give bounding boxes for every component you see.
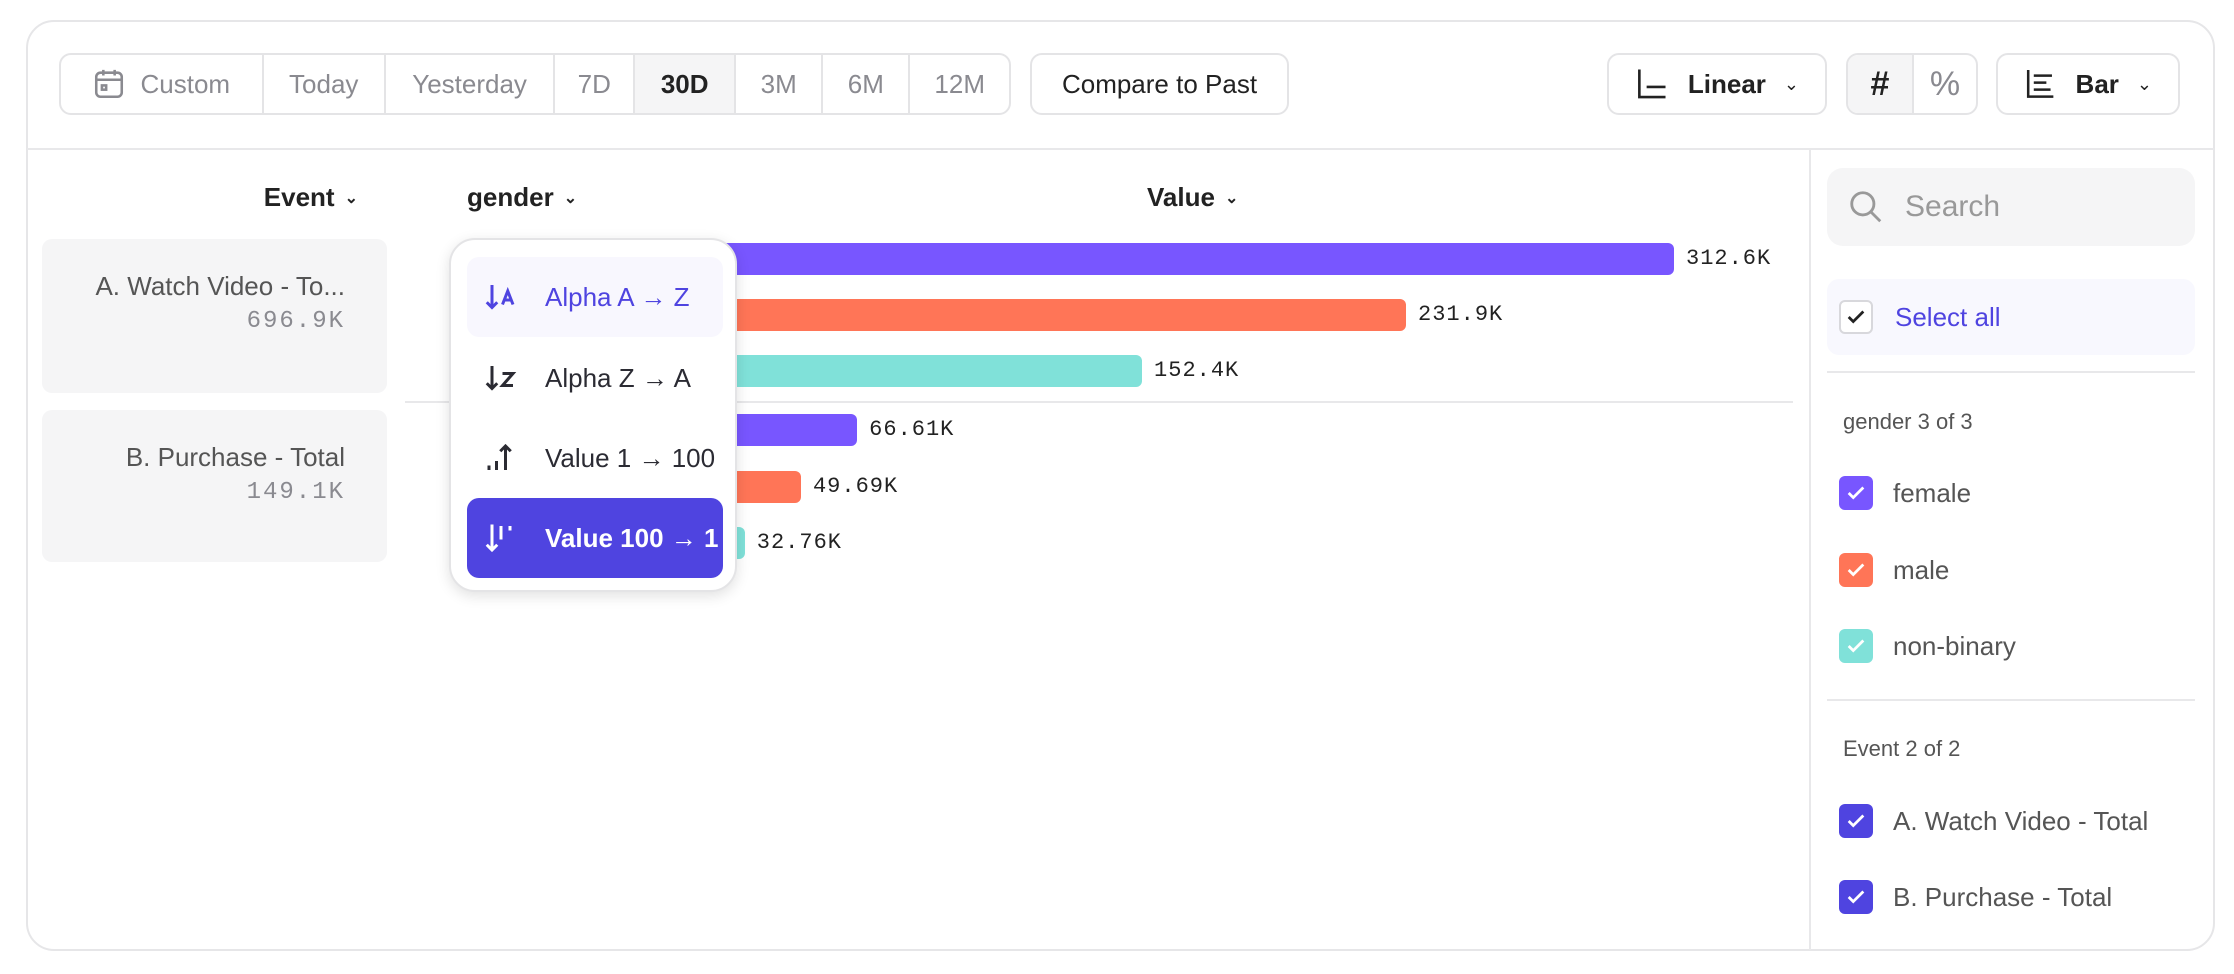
chevron-down-icon: ⌄ <box>1783 73 1799 94</box>
bar-value-label: 312.6K <box>1686 246 1772 271</box>
bar-value-label: 66.61K <box>869 417 955 442</box>
date-yesterday-button[interactable]: Yesterday <box>386 55 556 113</box>
legend-section-divider <box>1827 371 2195 373</box>
chevron-down-icon: ⌄ <box>2136 73 2152 94</box>
sort-alpha-asc-icon <box>485 285 515 310</box>
legend-label: non-binary <box>1893 630 2016 661</box>
legend-label: female <box>1893 477 1972 508</box>
event-row-purchase[interactable]: B. Purchase - Total 149.1K <box>42 410 387 562</box>
check-icon <box>1847 639 1865 653</box>
legend-divider <box>1809 150 1811 950</box>
chevron-down-icon: ⌄ <box>563 189 578 207</box>
date-6m-button[interactable]: 6M <box>823 55 911 113</box>
sort-value-desc-icon <box>485 524 512 553</box>
check-icon <box>1847 890 1865 904</box>
legend-checkbox[interactable] <box>1839 629 1873 663</box>
date-12m-button[interactable]: 12M <box>934 68 985 99</box>
legend-search[interactable] <box>1827 168 2195 246</box>
legend-section-divider <box>1827 699 2195 701</box>
date-range-selector: Custom Today Yesterday 7D 30D 3M 6M 12M <box>59 53 1011 115</box>
linear-axis-icon <box>1638 69 1666 99</box>
check-icon <box>1847 486 1865 500</box>
select-all-checkbox[interactable] <box>1839 300 1873 334</box>
bar-female[interactable] <box>636 243 1674 275</box>
sort-value-asc-icon <box>487 443 512 470</box>
legend-label: male <box>1893 554 1950 585</box>
search-input[interactable] <box>1905 190 2165 224</box>
legend-item[interactable]: female <box>1839 476 1971 510</box>
date-7d-button[interactable]: 7D <box>555 55 636 113</box>
sort-alpha-asc-option[interactable]: Alpha A → Z <box>467 257 723 337</box>
search-icon <box>1850 191 1882 223</box>
check-icon <box>1847 814 1865 828</box>
event-column-header[interactable]: Event ⌄ <box>263 182 358 212</box>
calendar-icon <box>95 69 124 99</box>
legend-item[interactable]: non-binary <box>1839 629 2016 663</box>
chevron-down-icon: ⌄ <box>1224 189 1239 207</box>
event-row-watch-video[interactable]: A. Watch Video - To... 696.9K <box>42 239 387 393</box>
sort-alpha-desc-icon <box>485 366 517 391</box>
group-divider <box>405 401 1793 403</box>
bar-value-label: 231.9K <box>1418 302 1504 327</box>
bar-value-label: 32.76K <box>756 530 842 555</box>
select-all-toggle[interactable]: Select all <box>1827 279 2195 355</box>
legend-item[interactable]: B. Purchase - Total <box>1839 880 2112 914</box>
date-3m-button[interactable]: 3M <box>736 55 824 113</box>
bar-value-label: 49.69K <box>812 474 899 499</box>
date-custom-button[interactable]: Custom <box>61 55 264 113</box>
legend-checkbox[interactable] <box>1839 880 1873 914</box>
date-today-button[interactable]: Today <box>264 55 386 113</box>
legend-label: B. Purchase - Total <box>1893 881 2113 912</box>
legend-checkbox[interactable] <box>1839 553 1873 587</box>
check-icon <box>1847 563 1865 577</box>
compare-to-past-button[interactable]: Compare to Past <box>1030 53 1289 115</box>
bar-male[interactable] <box>636 299 1407 331</box>
scale-dropdown[interactable]: Linear ⌄ <box>1607 53 1827 115</box>
bar-value-label: 152.4K <box>1154 358 1240 383</box>
value-mode-toggle: # % <box>1846 53 1978 115</box>
chevron-down-icon: ⌄ <box>344 189 358 207</box>
gender-column-header[interactable]: gender ⌄ <box>467 182 578 212</box>
sort-menu: Alpha A → Z Alpha Z → A Value 1 → 100 Va… <box>449 238 737 592</box>
legend-checkbox[interactable] <box>1839 804 1873 838</box>
absolute-mode-button[interactable]: # <box>1848 55 1914 113</box>
sort-value-asc-option[interactable]: Value 1 → 100 <box>467 418 723 498</box>
value-column-header[interactable]: Value ⌄ <box>1147 182 1239 212</box>
legend-item[interactable]: male <box>1839 553 1949 587</box>
sort-value-desc-option[interactable]: Value 100 → 1 <box>467 498 723 578</box>
percent-mode-button[interactable]: % <box>1929 64 1961 103</box>
toolbar-divider <box>27 148 2214 150</box>
chart-type-dropdown[interactable]: Bar ⌄ <box>1996 53 2180 115</box>
legend-label: A. Watch Video - Total <box>1893 805 2149 836</box>
legend-checkbox[interactable] <box>1839 476 1873 510</box>
legend-item[interactable]: A. Watch Video - Total <box>1839 804 2148 838</box>
event-section-heading: Event 2 of 2 <box>1843 736 1961 761</box>
date-30d-button[interactable]: 30D <box>635 55 737 113</box>
bar-chart-icon <box>2026 70 2054 98</box>
gender-section-heading: gender 3 of 3 <box>1843 409 1973 434</box>
check-icon <box>1847 310 1865 324</box>
sort-alpha-desc-option[interactable]: Alpha Z → A <box>467 338 723 418</box>
